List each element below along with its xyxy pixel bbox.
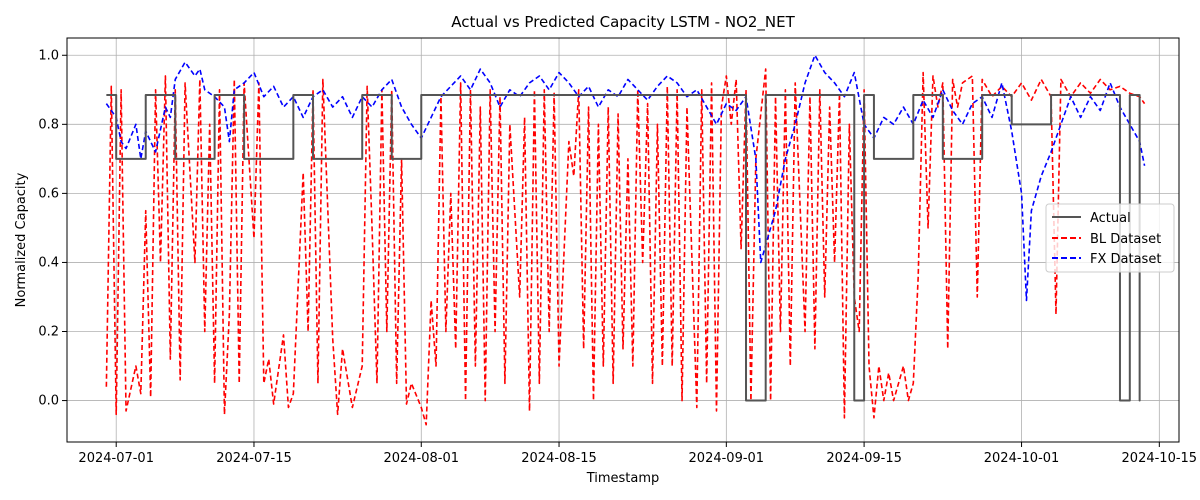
x-tick-label: 2024-10-15: [1122, 451, 1198, 466]
legend-label-fx: FX Dataset: [1090, 252, 1161, 267]
x-tick-label: 2024-07-15: [216, 451, 292, 466]
series-line-bl-dataset: [105, 68, 1146, 426]
y-axis: 0.0 0.2 0.4 0.6 0.8 1.0: [38, 48, 67, 409]
x-tick-label: 2024-07-01: [78, 451, 154, 466]
y-tick-label: 0.8: [38, 117, 59, 132]
y-tick-label: 0.6: [38, 186, 59, 201]
x-tick-label: 2024-08-01: [383, 451, 459, 466]
x-tick-label: 2024-09-15: [826, 451, 902, 466]
legend-box: [1045, 203, 1175, 273]
y-tick-label: 0.0: [38, 394, 59, 409]
legend: Actual BL Dataset FX Dataset: [1045, 203, 1175, 273]
x-tick-label: 2024-08-15: [521, 451, 597, 466]
x-tick-label: 2024-09-01: [689, 451, 765, 466]
x-tick-label: 2024-10-01: [984, 451, 1060, 466]
plot-frame: [66, 37, 1180, 443]
x-axis-label: Timestamp: [586, 471, 660, 486]
series-line-fx-dataset: [105, 54, 1146, 302]
y-tick-label: 0.2: [38, 325, 59, 340]
series-layer: [105, 54, 1146, 426]
chart-title: Actual vs Predicted Capacity LSTM - NO2_…: [451, 13, 795, 32]
series-line-actual: [106, 93, 1141, 402]
y-tick-label: 1.0: [38, 48, 59, 63]
legend-label-bl: BL Dataset: [1090, 232, 1161, 247]
y-axis-label: Normalized Capacity: [14, 172, 29, 307]
legend-label-actual: Actual: [1090, 211, 1131, 226]
x-axis: 2024-07-01 2024-07-15 2024-08-01 2024-08-15…: [78, 442, 1197, 466]
y-tick-label: 0.4: [38, 255, 59, 270]
